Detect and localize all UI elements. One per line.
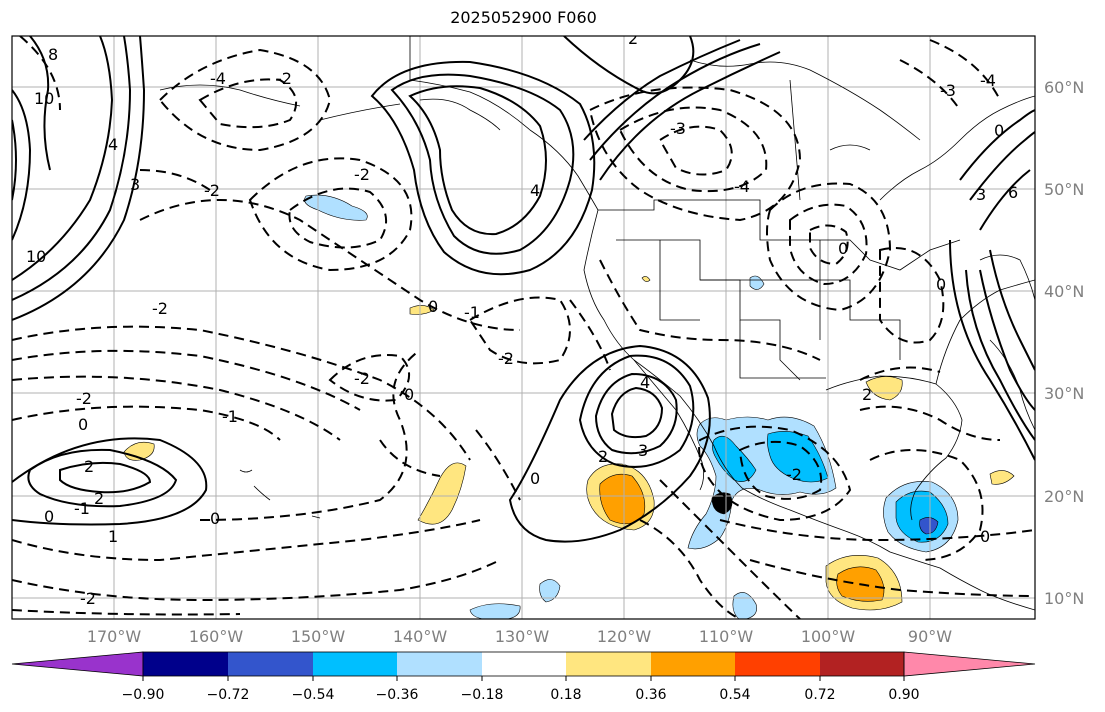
contour-label: 0 [210, 509, 220, 528]
lon-tick-label: 90°W [908, 627, 952, 646]
colorbar-tick-label: 0.36 [635, 687, 666, 703]
contour-label: 10 [34, 89, 54, 108]
contour-label: 3 [638, 441, 648, 460]
contour-label: -4 [980, 71, 996, 90]
contour-label: 0 [530, 469, 540, 488]
contour-label: 2 [94, 489, 104, 508]
contours-negative [12, 36, 1035, 619]
colorbar-tick-label: −0.18 [461, 687, 504, 703]
contour-label: -1 [222, 407, 238, 426]
colorbar-tick-label: 0.18 [550, 687, 581, 703]
colorbar-bin [143, 652, 228, 676]
contour-label: 4 [108, 135, 118, 154]
colorbar-extend-low [11, 651, 144, 677]
contour-label: 3 [130, 175, 140, 194]
contour-label: -2 [498, 349, 514, 368]
contour-label: 2 [598, 447, 608, 466]
contour-label: 2 [628, 29, 638, 48]
contour-label: -1 [464, 303, 480, 322]
lon-tick-label: 140°W [393, 627, 448, 646]
contour-label: -2 [354, 369, 370, 388]
contour-label: -3 [670, 119, 686, 138]
lon-tick-label: 120°W [597, 627, 652, 646]
contour-label: 0 [994, 121, 1004, 140]
lat-tick-label: 30°N [1044, 384, 1084, 403]
contour-label: 2 [84, 457, 94, 476]
contour-label: 0 [404, 385, 414, 404]
map-frame [11, 35, 1036, 620]
colorbar-tick-label: −0.54 [292, 687, 335, 703]
contour-label: -4 [734, 177, 750, 196]
lon-tick-label: 160°W [189, 627, 244, 646]
colorbar: −0.90 −0.72 −0.54 −0.36 −0.18 0.18 0.36 … [11, 651, 1036, 703]
lat-tick-label: 40°N [1044, 282, 1084, 301]
contour-label: -2 [76, 389, 92, 408]
colorbar-tick-label: −0.36 [376, 687, 419, 703]
map-background [12, 36, 1035, 619]
colorbar-bin [397, 652, 482, 676]
colorbar-extend-high [903, 651, 1036, 677]
contour-label: 10 [26, 247, 46, 266]
lat-tick-label: 10°N [1044, 589, 1084, 608]
colorbar-tick-label: 0.54 [719, 687, 750, 703]
contour-label: -2 [276, 69, 292, 88]
contour-labels: 10 8 10 4 3 -4 -2 -2 -2 -2 0 -1 -2 -2 -2… [26, 29, 1018, 608]
colorbar-bin [566, 652, 651, 676]
contour-label: 0 [428, 297, 438, 316]
colorbar-bin [313, 652, 397, 676]
contour-label: 0 [980, 527, 990, 546]
contour-label: -4 [210, 69, 226, 88]
contour-label: -2 [80, 589, 96, 608]
colorbar-bin [820, 652, 904, 676]
colorbar-bin [228, 652, 313, 676]
contour-label: 3 [976, 185, 986, 204]
contour-label: -2 [152, 299, 168, 318]
map-gridlines [12, 36, 1035, 619]
contour-label: 2 [862, 385, 872, 404]
contour-label: 6 [1008, 183, 1018, 202]
contour-label: -2 [786, 465, 802, 484]
lat-tick-label: 50°N [1044, 180, 1084, 199]
colorbar-tick-label: −0.72 [207, 687, 250, 703]
map-title: 2025052900 F060 [450, 8, 597, 27]
contour-label: 0 [838, 239, 848, 258]
lat-tick-label: 60°N [1044, 78, 1084, 97]
contour-label: -2 [354, 165, 370, 184]
colorbar-bin [651, 652, 735, 676]
lon-tick-label: 130°W [495, 627, 550, 646]
coastlines [159, 36, 1035, 611]
contour-label: 0 [78, 415, 88, 434]
contour-label: 8 [48, 45, 58, 64]
contour-label: -1 [74, 499, 90, 518]
contour-label: 0 [44, 507, 54, 526]
colorbar-outline [142, 651, 905, 677]
lon-tick-label: 150°W [291, 627, 346, 646]
contour-label: 4 [640, 373, 650, 392]
colorbar-tick-label: 0.90 [888, 687, 919, 703]
contour-label: -2 [204, 181, 220, 200]
shaded-anomaly-fields [123, 194, 1015, 619]
latitude-axis: 10°N 20°N 30°N 40°N 50°N 60°N [1044, 78, 1084, 608]
contours-positive [12, 36, 1035, 543]
colorbar-tick-label: 0.72 [804, 687, 835, 703]
longitude-axis: 170°W 160°W 150°W 140°W 130°W 120°W 110°… [87, 627, 952, 646]
contour-label: -3 [940, 81, 956, 100]
contour-label: 0 [936, 275, 946, 294]
lat-tick-label: 20°N [1044, 487, 1084, 506]
contour-label: 1 [108, 527, 118, 546]
colorbar-tick-label: −0.90 [122, 687, 165, 703]
lon-tick-label: 100°W [801, 627, 856, 646]
lon-tick-label: 110°W [699, 627, 754, 646]
contour-label: 4 [530, 181, 540, 200]
colorbar-bin [482, 652, 566, 676]
colorbar-bin [735, 652, 820, 676]
lon-tick-label: 170°W [87, 627, 142, 646]
